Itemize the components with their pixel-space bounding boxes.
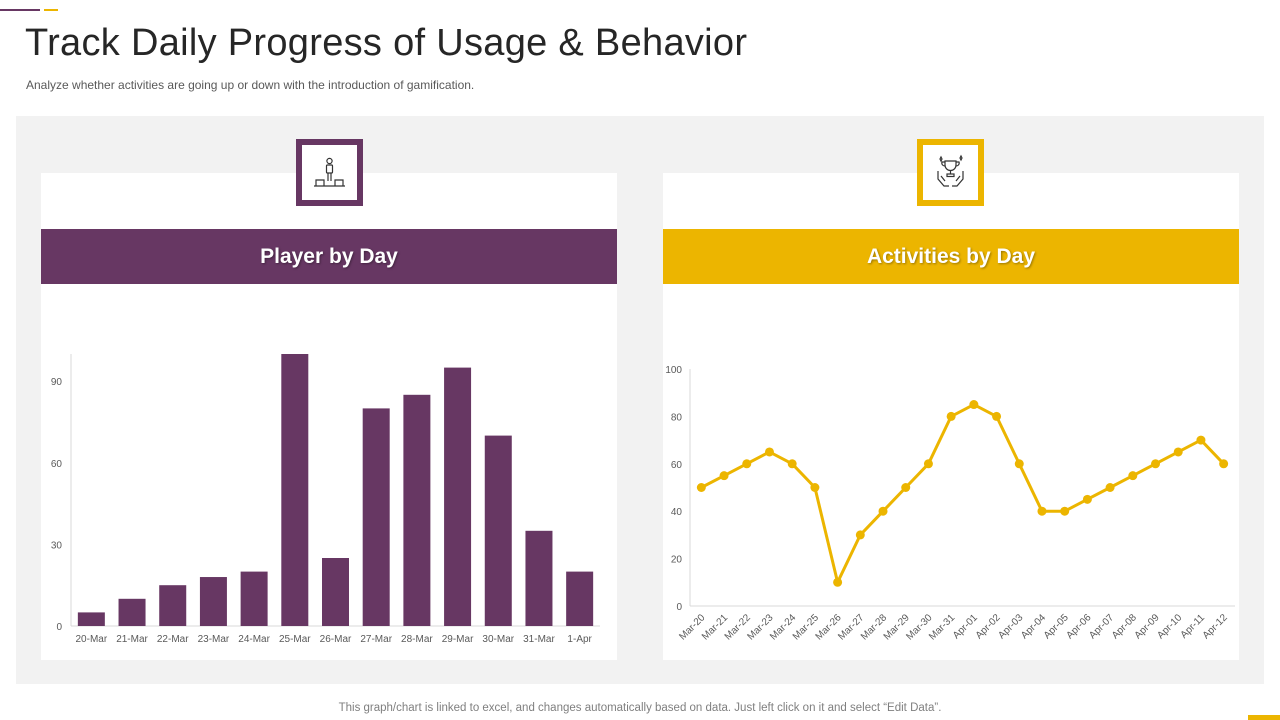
line-y-tick-label: 100 [665,365,682,376]
bar-x-tick-label: 30-Mar [482,634,514,645]
top-corner-line-purple [0,9,40,11]
page-subtitle: Analyze whether activities are going up … [26,78,475,92]
point-Apr-07 [1105,483,1115,492]
bar-24-Mar [240,571,268,626]
bar-26-Mar [322,558,349,626]
bar-x-tick-label: 22-Mar [157,634,189,645]
point-Apr-09 [1151,459,1161,469]
bar-25-Mar [281,354,309,626]
activities-series-line [700,403,1225,584]
bar-1-Apr [566,571,594,626]
point-Mar-29 [901,483,911,492]
podium-person-icon [296,139,363,206]
line-x-tick-label: Mar-31 [927,612,957,642]
bar-y-tick-label: 90 [51,377,63,388]
bar-x-tick-label: 28-Mar [401,634,433,645]
point-Mar-25 [810,483,820,492]
bar-23-Mar [199,577,227,626]
bar-y-tick-label: 60 [51,459,63,470]
activities-line-chart: 0 20 40 60 80 100 Mar-20 Mar-21 Mar-22 Mar-23 Mar-… [663,355,1239,655]
point-Apr-05 [1060,506,1070,516]
point-Mar-20 [696,483,706,492]
footnote: This graph/chart is linked to excel, and… [338,702,942,714]
bar-x-tick-label: 25-Mar [279,634,311,645]
line-y-tick-label: 60 [671,460,683,471]
line-x-tick-label: Apr-10 [1155,612,1184,641]
bar-31-Mar [525,530,553,626]
bar-x-tick-label: 26-Mar [320,634,352,645]
line-y-tick-label: 0 [676,602,682,613]
bar-28-Mar [403,394,431,626]
point-Mar-27 [855,530,865,540]
bar-x-tick-label: 27-Mar [360,634,392,645]
point-Apr-04 [1037,506,1047,516]
point-Mar-28 [878,506,888,516]
point-Apr-12 [1219,459,1229,469]
bar-x-tick-label: 24-Mar [238,634,270,645]
point-Mar-26 [833,577,843,587]
point-Apr-03 [1014,459,1024,469]
activities-card: Activities by Day [663,173,1239,660]
bar-x-tick-label: 21-Mar [116,634,148,645]
point-Apr-06 [1082,494,1092,504]
line-y-tick-label: 80 [671,412,683,423]
point-Mar-23 [764,447,774,457]
bar-x-tick-label: 20-Mar [76,634,108,645]
bar-22-Mar [159,585,187,626]
line-y-tick-label: 20 [671,555,683,566]
point-Mar-30 [923,459,933,469]
bar-20-Mar [77,612,105,626]
bar-x-tick-label: 23-Mar [198,634,230,645]
point-Apr-02 [992,411,1002,421]
point-Apr-11 [1196,435,1206,445]
activities-card-title: Activities by Day [866,244,1036,268]
bar-x-tick-label: 1-Apr [567,634,592,645]
trophy-hands-icon [917,139,984,206]
bar-x-tick-label: 31-Mar [523,634,555,645]
player-bar-chart-svg: 0 30 60 90 20-Mar 21-Mar 22-Mar 23-Mar 24-Mar 25-… [51,354,600,645]
activities-card-header: Activities by Day [663,229,1239,284]
top-corner-line-gold [44,9,58,11]
line-x-tick-label: Apr-12 [1201,612,1230,641]
player-bar-chart: 0 30 60 90 20-Mar 21-Mar 22-Mar 23-Mar 24-Mar 25-… [41,340,617,650]
player-card-title: Player by Day [260,244,398,268]
bar-21-Mar [118,598,146,626]
bar-y-tick-label: 0 [56,622,62,633]
line-y-tick-label: 40 [671,507,683,518]
point-Mar-31 [946,411,956,421]
point-Mar-24 [787,459,797,469]
point-Apr-08 [1128,471,1138,481]
point-Apr-10 [1173,447,1183,457]
bar-y-tick-label: 30 [51,540,63,551]
bar-30-Mar [484,435,512,626]
activities-line-chart-svg: 020406080100Mar-20Mar-21Mar-22Mar-23Mar-… [665,365,1235,643]
player-card-header: Player by Day [41,229,617,284]
bar-29-Mar [444,367,472,626]
bar-x-tick-label: 29-Mar [442,634,474,645]
bar-27-Mar [362,408,390,626]
point-Mar-22 [742,459,752,469]
page-title: Track Daily Progress of Usage & Behavior [25,22,748,64]
bottom-corner-accent [1248,715,1280,720]
point-Apr-01 [969,400,979,410]
point-Mar-21 [719,471,729,481]
